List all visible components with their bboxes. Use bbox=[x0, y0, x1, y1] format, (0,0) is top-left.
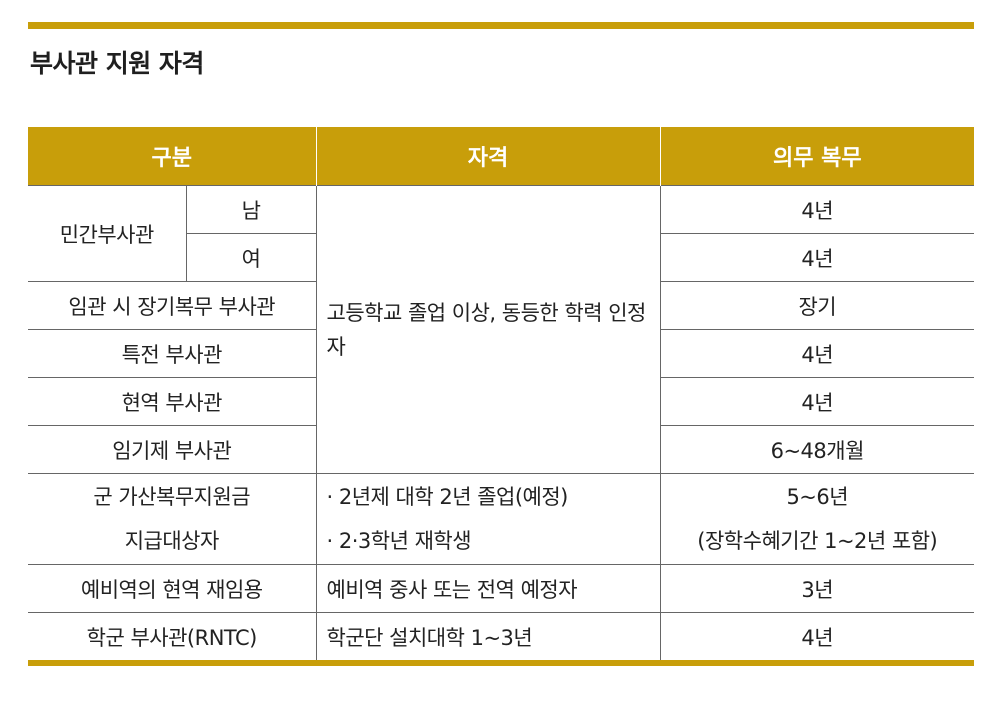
rntc-service: 4년 bbox=[659, 612, 975, 664]
page-title: 부사관 지원 자격 bbox=[30, 49, 204, 78]
table-row: 현역 부사관 4년 bbox=[28, 377, 975, 426]
scholarship-qual-line2: · 2·3학년 재학생 bbox=[326, 529, 472, 553]
civilian-label: 민간부사관 bbox=[28, 185, 187, 282]
scholarship-label-line2: 지급대상자 bbox=[124, 529, 220, 553]
fixed-term-service: 6~48개월 bbox=[659, 425, 975, 474]
table-row: 군 가산복무지원금 지급대상자 · 2년제 대학 2년 졸업(예정) · 2·3… bbox=[28, 473, 975, 565]
civilian-female: 여 bbox=[186, 233, 317, 282]
qualification-table: 구분 자격 의무 복무 민간부사관 남 고등학교 졸업 이상, 동등한 학력 인… bbox=[28, 127, 975, 666]
reserve-service: 3년 bbox=[659, 564, 975, 613]
table-row: 여 4년 bbox=[28, 233, 975, 282]
table-row: 예비역의 현역 재임용 예비역 중사 또는 전역 예정자 3년 bbox=[28, 564, 975, 613]
shared-qualification: 고등학교 졸업 이상, 동등한 학력 인정자 bbox=[315, 185, 661, 474]
table-row: 민간부사관 남 고등학교 졸업 이상, 동등한 학력 인정자 4년 bbox=[28, 185, 975, 474]
long-term-service: 장기 bbox=[659, 281, 975, 330]
top-divider bbox=[28, 22, 974, 29]
scholarship-label: 군 가산복무지원금 지급대상자 bbox=[28, 473, 317, 565]
long-term-label: 임관 시 장기복무 부사관 bbox=[28, 281, 317, 330]
scholarship-qual-line1: · 2년제 대학 2년 졸업(예정) bbox=[326, 485, 569, 509]
table-row: 임기제 부사관 6~48개월 bbox=[28, 425, 975, 474]
scholarship-service-line1: 5~6년 bbox=[786, 485, 849, 509]
table-header-row: 구분 자격 의무 복무 bbox=[28, 127, 975, 186]
table-row: 특전 부사관 4년 bbox=[28, 329, 975, 378]
active-label: 현역 부사관 bbox=[28, 377, 317, 426]
header-qualification: 자격 bbox=[315, 127, 661, 186]
scholarship-label-line1: 군 가산복무지원금 bbox=[93, 485, 251, 509]
civilian-male-service: 4년 bbox=[659, 185, 975, 234]
civilian-male: 남 bbox=[185, 185, 317, 234]
civilian-female-service: 4년 bbox=[659, 233, 975, 282]
scholarship-qualification: · 2년제 대학 2년 졸업(예정) · 2·3학년 재학생 bbox=[315, 473, 661, 565]
special-service: 4년 bbox=[659, 329, 975, 378]
header-service: 의무 복무 bbox=[659, 127, 975, 186]
special-label: 특전 부사관 bbox=[28, 329, 317, 378]
active-service: 4년 bbox=[659, 377, 975, 426]
header-category: 구분 bbox=[28, 127, 317, 186]
reserve-qualification: 예비역 중사 또는 전역 예정자 bbox=[315, 564, 661, 613]
scholarship-service: 5~6년 (장학수혜기간 1~2년 포함) bbox=[659, 473, 975, 565]
reserve-label: 예비역의 현역 재임용 bbox=[28, 564, 317, 613]
table-row: 학군 부사관(RNTC) 학군단 설치대학 1~3년 4년 bbox=[28, 612, 975, 664]
scholarship-service-line2: (장학수혜기간 1~2년 포함) bbox=[697, 529, 938, 553]
rntc-label: 학군 부사관(RNTC) bbox=[28, 612, 317, 664]
rntc-qualification: 학군단 설치대학 1~3년 bbox=[315, 612, 661, 664]
fixed-term-label: 임기제 부사관 bbox=[28, 425, 317, 474]
